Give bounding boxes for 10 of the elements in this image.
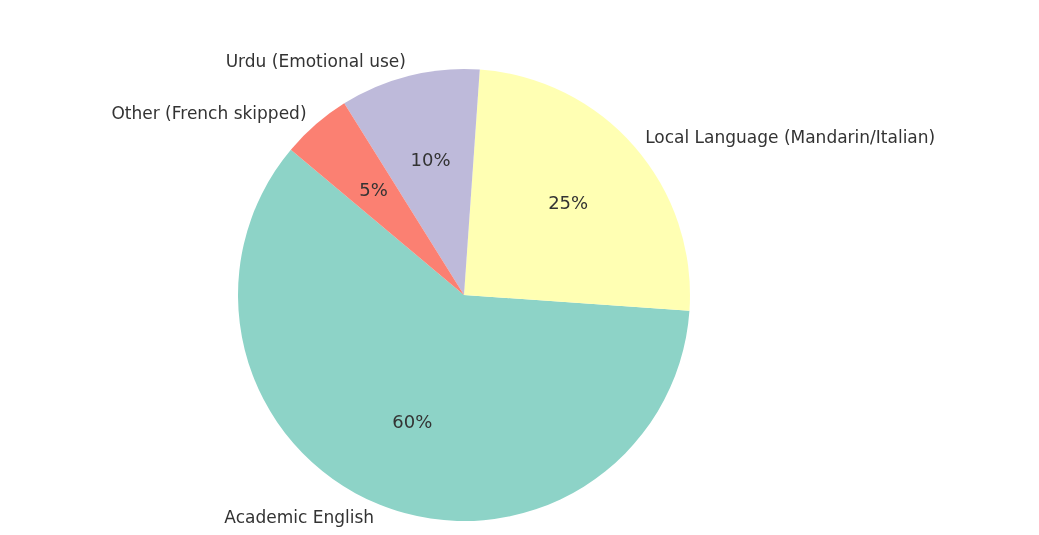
slice-label: Academic English xyxy=(224,506,375,527)
data-label: 60% xyxy=(392,410,433,432)
data-label: 5% xyxy=(359,178,388,200)
pie-slice xyxy=(344,69,480,295)
slice-label: Urdu (Emotional use) xyxy=(225,51,406,72)
slice-label: Local Language (Mandarin/Italian) xyxy=(645,126,936,147)
data-label: 10% xyxy=(410,149,451,171)
pie-slice xyxy=(464,69,690,311)
slice-label: Other (French skipped) xyxy=(111,102,307,123)
data-label: 25% xyxy=(548,192,589,214)
